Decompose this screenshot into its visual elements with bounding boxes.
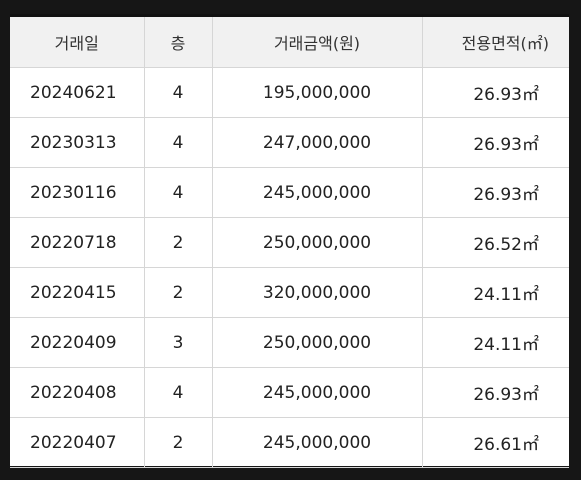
cell-area: 24.11㎡ <box>422 267 569 318</box>
cell-price: 247,000,000 <box>212 117 423 168</box>
cell-floor: 2 <box>144 417 213 468</box>
header-floor: 층 <box>144 14 213 68</box>
cell-price: 245,000,000 <box>212 167 423 218</box>
table-body: 20240621 4 195,000,000 26.93㎡ 20230313 4… <box>10 67 569 468</box>
cell-price: 250,000,000 <box>212 217 423 268</box>
table-row: 20240621 4 195,000,000 26.93㎡ <box>10 67 569 118</box>
cell-price: 245,000,000 <box>212 367 423 418</box>
cell-area: 24.11㎡ <box>422 317 569 368</box>
table-row: 20220408 4 245,000,000 26.93㎡ <box>10 367 569 418</box>
cell-area: 26.93㎡ <box>422 67 569 118</box>
cell-date: 20230116 <box>10 167 145 218</box>
table-row: 20220718 2 250,000,000 26.52㎡ <box>10 217 569 268</box>
cell-floor: 2 <box>144 217 213 268</box>
table-row: 20220409 3 250,000,000 24.11㎡ <box>10 317 569 368</box>
cell-floor: 4 <box>144 367 213 418</box>
cell-price: 245,000,000 <box>212 417 423 468</box>
cell-date: 20230313 <box>10 117 145 168</box>
cell-area: 26.52㎡ <box>422 217 569 268</box>
table-row: 20230313 4 247,000,000 26.93㎡ <box>10 117 569 168</box>
cell-price: 250,000,000 <box>212 317 423 368</box>
table-row: 20220407 2 245,000,000 26.61㎡ <box>10 417 569 468</box>
cell-area: 26.93㎡ <box>422 117 569 168</box>
header-price: 거래금액(원) <box>212 14 423 68</box>
transaction-table-container: 거래일 층 거래금액(원) 전용면적(㎡) 20240621 4 195,000… <box>10 14 569 468</box>
header-date: 거래일 <box>10 14 145 68</box>
cell-area: 26.93㎡ <box>422 167 569 218</box>
table-header: 거래일 층 거래금액(원) 전용면적(㎡) <box>10 14 569 68</box>
cell-date: 20220415 <box>10 267 145 318</box>
cell-floor: 4 <box>144 67 213 118</box>
cell-price: 320,000,000 <box>212 267 423 318</box>
cell-floor: 3 <box>144 317 213 368</box>
cell-floor: 2 <box>144 267 213 318</box>
cell-area: 26.93㎡ <box>422 367 569 418</box>
header-area: 전용면적(㎡) <box>422 14 569 68</box>
header-row: 거래일 층 거래금액(원) 전용면적(㎡) <box>10 14 569 68</box>
cell-area: 26.61㎡ <box>422 417 569 468</box>
cell-date: 20240621 <box>10 67 145 118</box>
cell-floor: 4 <box>144 117 213 168</box>
table-row: 20220415 2 320,000,000 24.11㎡ <box>10 267 569 318</box>
cell-floor: 4 <box>144 167 213 218</box>
cell-date: 20220409 <box>10 317 145 368</box>
cell-date: 20220407 <box>10 417 145 468</box>
cell-price: 195,000,000 <box>212 67 423 118</box>
cell-date: 20220408 <box>10 367 145 418</box>
table-row: 20230116 4 245,000,000 26.93㎡ <box>10 167 569 218</box>
cell-date: 20220718 <box>10 217 145 268</box>
transaction-table: 거래일 층 거래금액(원) 전용면적(㎡) 20240621 4 195,000… <box>10 14 569 468</box>
